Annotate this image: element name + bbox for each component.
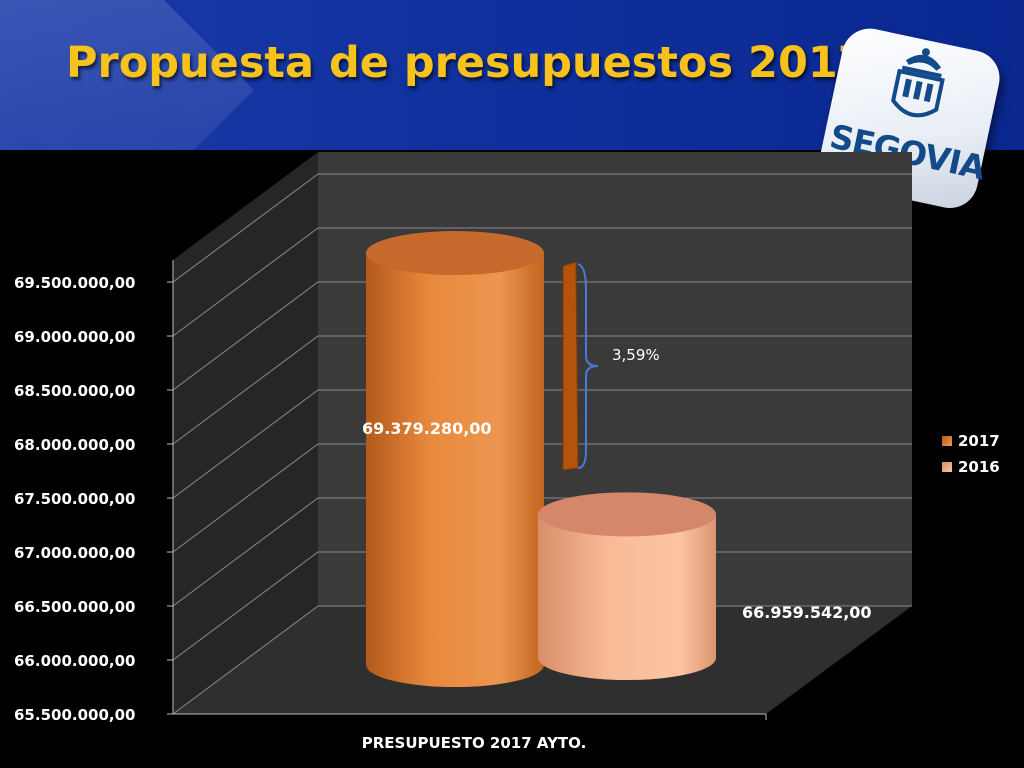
chart-bars <box>366 231 716 687</box>
y-tick-label: 67.500.000,00 <box>14 490 135 508</box>
legend-item-2016: 2016 <box>942 454 1000 480</box>
difference-bar <box>562 261 579 471</box>
x-axis: PRESUPUESTO 2017 AYTO. <box>173 713 767 752</box>
slide-title: Propuesta de presupuestos 2017 <box>66 38 868 88</box>
y-tick-label: 69.500.000,00 <box>14 274 135 292</box>
legend-label-2016: 2016 <box>958 458 1000 476</box>
y-tick-label: 68.500.000,00 <box>14 382 135 400</box>
side-wall <box>173 152 318 714</box>
gridline <box>172 497 912 607</box>
x-category-label: PRESUPUESTO 2017 AYTO. <box>362 734 587 752</box>
budget-chart: 65.500.000,00 66.000.000,00 66.500.000,00 6… <box>14 152 912 752</box>
segovia-logo: SEGOVIA <box>812 23 1023 232</box>
percent-annotation-label: 3,59% <box>612 346 660 364</box>
y-tick-label: 67.000.000,00 <box>14 544 135 562</box>
legend-item-2017: 2017 <box>942 428 1000 454</box>
chart-legend: 2017 2016 <box>942 428 1000 480</box>
y-tick-label: 65.500.000,00 <box>14 706 135 724</box>
gridline <box>172 281 912 391</box>
y-tick-label: 66.500.000,00 <box>14 598 135 616</box>
gridline <box>172 173 912 283</box>
y-tick-label: 66.000.000,00 <box>14 652 135 670</box>
bracket <box>577 263 599 469</box>
coat-of-arms-icon <box>891 48 945 118</box>
data-label-2016: 66.959.542,00 <box>742 603 872 622</box>
chart-gridlines <box>172 173 912 715</box>
bar-2016-top <box>538 492 716 537</box>
bar-2017 <box>366 231 544 687</box>
gridline <box>172 335 912 445</box>
y-tick-label: 68.000.000,00 <box>14 436 135 454</box>
percent-annotation: 3,59% <box>562 261 660 471</box>
gridline <box>172 389 912 499</box>
y-tick-label: 69.000.000,00 <box>14 328 135 346</box>
gridline <box>172 227 912 337</box>
data-labels: 69.379.280,00 66.959.542,00 <box>362 419 872 622</box>
legend-label-2017: 2017 <box>958 432 1000 450</box>
bar-2017-body <box>366 253 544 687</box>
bar-2016-body <box>538 514 716 680</box>
gridline <box>172 443 912 553</box>
bar-2016 <box>538 492 716 680</box>
bar-2017-top <box>366 231 544 276</box>
y-axis: 65.500.000,00 66.000.000,00 66.500.000,00 6… <box>14 260 174 724</box>
data-label-2017: 69.379.280,00 <box>362 419 492 438</box>
legend-swatch-2017 <box>942 436 952 446</box>
legend-swatch-2016 <box>942 462 952 472</box>
